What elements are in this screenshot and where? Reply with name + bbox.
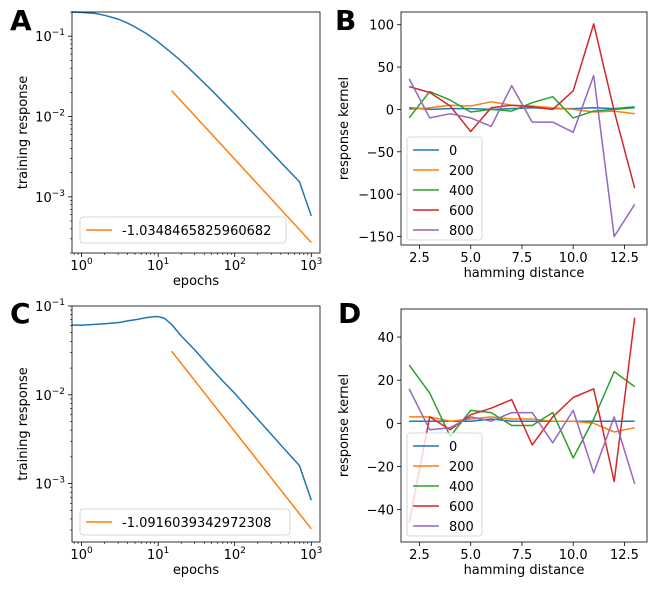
chart-b-legend-box [406, 136, 483, 241]
chart-a-y-tick-label: 10−3 [35, 189, 65, 206]
chart-b-legend-label: 200 [449, 164, 474, 179]
chart-b-y-tick-label: 50 [377, 61, 394, 76]
chart-a-series-line-trainingresponse [71, 11, 313, 217]
chart-b-y-tick-label: 0 [386, 103, 394, 118]
chart-d-y-tick-label: 0 [386, 417, 394, 432]
chart-d-axes-frame [400, 308, 648, 543]
chart-b-y-tick-label: −150 [358, 231, 394, 246]
chart-c-series-line-10916039342972308 [171, 350, 312, 530]
chart-c-y-axis-label: training response [16, 367, 31, 481]
chart-c-y-tick-label: 10−3 [35, 476, 65, 493]
chart-c-series-line-trainingresponse [72, 315, 313, 501]
chart-a-y-tick-label: 10−1 [35, 28, 65, 45]
chart-d-y-axis-label: response kernel [337, 374, 352, 477]
chart-a-x-tick-label: 100 [70, 257, 93, 274]
chart-d-series-line-800 [408, 388, 636, 485]
chart-c-legend: -1.0916039342972308 [79, 508, 291, 536]
chart-c-x-axis-label: epochs [173, 563, 220, 578]
chart-c-y-tick-label: 10−2 [35, 387, 65, 404]
chart-a-x-tick-label: 102 [224, 257, 246, 274]
chart-b-x-axis-label: hamming distance [464, 266, 585, 281]
chart-a: 100 101 102 103 10−3 10−2 10−1 epochs training r… [16, 11, 322, 289]
chart-a-x-axis-label: epochs [173, 274, 220, 289]
chart-d-y-tick-label: 20 [377, 374, 394, 389]
chart-c-y-tick-label: 10−1 [35, 298, 65, 315]
chart-d-x-tick-label: 2.5 [409, 548, 430, 563]
chart-b-legend: 0 200 400 600 800 [406, 136, 483, 241]
chart-a-series-line-10348465825960682 [171, 90, 312, 244]
chart-d-x-tick-label: 10.0 [559, 548, 588, 563]
chart-b-y-tick-label: 100 [369, 19, 394, 34]
chart-a-y-axis-label: training response [16, 76, 31, 190]
chart-b-y-tick-label: −100 [358, 188, 394, 203]
chart-b-legend-label: 800 [449, 224, 474, 239]
chart-c: 100 101 102 103 10−3 10−2 10−1 epochs training r… [16, 298, 322, 578]
chart-d-x-tick-label: 12.5 [610, 548, 639, 563]
chart-d-legend-label: 400 [449, 480, 474, 495]
panel-letter-b: B [335, 4, 356, 37]
chart-d-y-tick-label: 40 [377, 331, 394, 346]
chart-b-legend-label: 400 [449, 184, 474, 199]
chart-c-x-tick-label: 102 [224, 546, 246, 563]
chart-b-x-tick-label: 7.5 [512, 251, 533, 266]
panel-letter-d: D [338, 297, 361, 330]
chart-a-axes-frame [71, 11, 321, 254]
chart-b: 2.5 5.0 7.5 10.0 12.5 −150 −100 −50 0 50 100 hammin… [337, 11, 648, 281]
chart-b-axes-frame [400, 11, 648, 246]
chart-a-x-tick-label: 101 [147, 257, 169, 274]
chart-b-x-tick-label: 12.5 [610, 251, 639, 266]
chart-d-series-line-200 [409, 416, 635, 433]
chart-c-x-tick-label: 101 [147, 546, 169, 563]
chart-d-legend-label: 0 [449, 440, 457, 455]
chart-d-y-tick-label: −20 [367, 460, 394, 475]
panel-letter-c: C [10, 297, 31, 330]
chart-b-x-tick-label: 2.5 [409, 251, 430, 266]
chart-d: 2.5 5.0 7.5 10.0 12.5 −40 −20 0 20 40 hamming dist… [337, 308, 648, 578]
chart-b-series-line-400 [408, 90, 635, 119]
chart-a-legend-box [79, 216, 287, 244]
chart-d-legend-label: 600 [449, 500, 474, 515]
chart-d-legend-box [406, 432, 483, 537]
chart-b-legend-label: 600 [449, 204, 474, 219]
chart-a-legend: -1.0348465825960682 [79, 216, 287, 244]
chart-d-legend-label: 200 [449, 460, 474, 475]
chart-a-legend-label: -1.0348465825960682 [122, 224, 271, 239]
chart-c-axes-frame [71, 305, 321, 543]
chart-b-legend-label: 0 [449, 144, 457, 159]
chart-c-legend-box [79, 508, 291, 536]
chart-d-series-line-400 [408, 364, 636, 459]
panel-letter-a: A [10, 4, 32, 37]
chart-b-x-tick-label: 5.0 [460, 251, 481, 266]
chart-b-series-line-600 [408, 23, 636, 189]
chart-c-legend-label: -1.0916039342972308 [122, 516, 271, 531]
chart-b-series-line-800 [408, 74, 636, 238]
chart-d-x-tick-label: 5.0 [460, 548, 481, 563]
chart-b-y-tick-label: −50 [367, 146, 394, 161]
chart-b-y-axis-label: response kernel [337, 77, 352, 180]
chart-d-legend: 0 200 400 600 800 [406, 432, 483, 537]
chart-b-x-tick-label: 10.0 [559, 251, 588, 266]
chart-d-x-tick-label: 7.5 [512, 548, 533, 563]
chart-a-x-tick-label: 103 [300, 257, 322, 274]
chart-d-legend-label: 800 [449, 520, 474, 535]
chart-d-y-tick-label: −40 [367, 504, 394, 519]
chart-a-y-tick-label: 10−2 [35, 109, 65, 126]
chart-c-x-tick-label: 103 [300, 546, 322, 563]
chart-d-x-axis-label: hamming distance [464, 563, 585, 578]
chart-c-x-tick-label: 100 [70, 546, 93, 563]
